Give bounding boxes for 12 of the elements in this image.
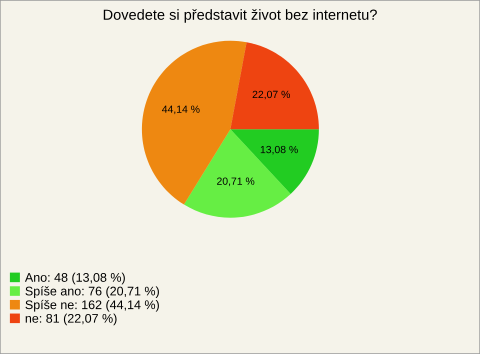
data-label: 44,14 % bbox=[162, 106, 200, 114]
legend-label: Spíše ano: 76 (20,71 %) bbox=[25, 286, 159, 298]
legend-label: Ano: 48 (13,08 %) bbox=[24, 272, 125, 284]
legend-label: Spíše ne: 162 (44,14 %) bbox=[25, 300, 159, 312]
pie-slice bbox=[230, 42, 319, 130]
pie-slice bbox=[142, 40, 247, 205]
data-label: 22,07 % bbox=[252, 90, 290, 100]
pie-slice bbox=[184, 129, 291, 218]
chart-title: Dovedete si představit život bez internetu? bbox=[104, 9, 377, 23]
data-label: 13,08 % bbox=[260, 146, 298, 154]
data-label: 20,71 % bbox=[217, 177, 254, 186]
legend-label: ne: 81 (22,07 %) bbox=[26, 314, 117, 326]
